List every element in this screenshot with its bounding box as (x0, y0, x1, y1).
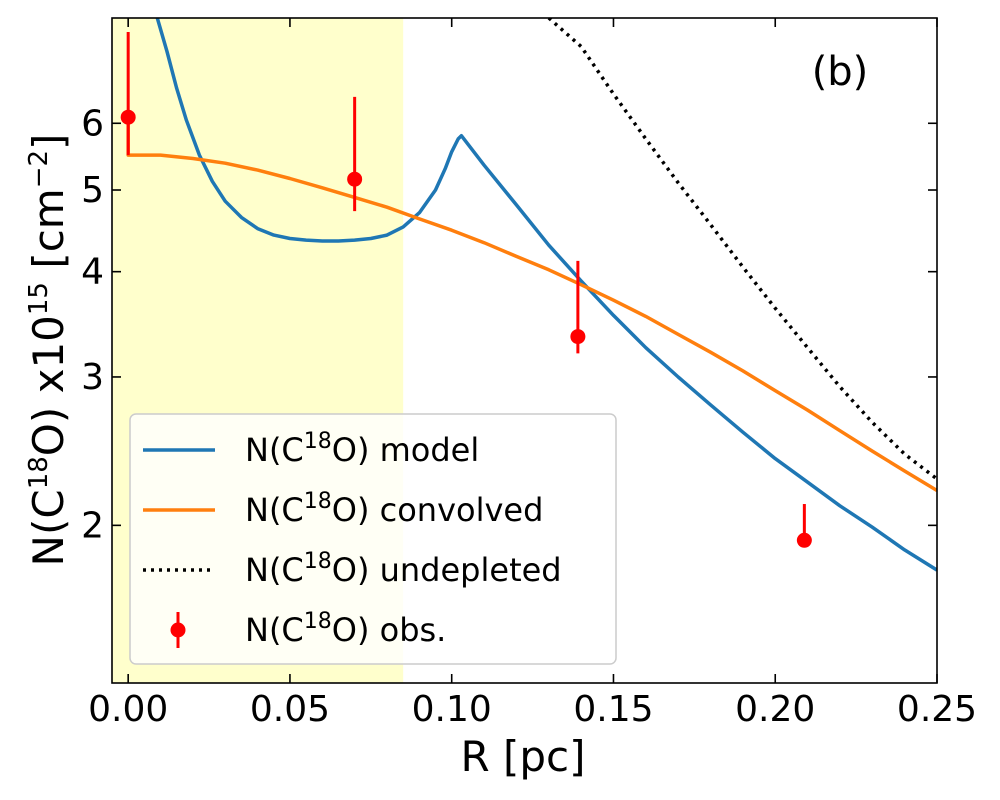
legend-label-convolved: N(C18O) convolved (245, 489, 543, 529)
obs-point-3 (796, 532, 812, 548)
y-tick-label: 4 (81, 252, 104, 293)
x-tick-label: 0.05 (250, 689, 330, 730)
y-tick-label: 3 (81, 357, 104, 398)
x-tick-label: 0.10 (412, 689, 492, 730)
series-line-convolved (126, 117, 937, 492)
legend-label-model: N(C18O) model (245, 429, 479, 469)
y-tick-label: 2 (81, 505, 104, 546)
series-line-undepleted (547, 18, 937, 481)
plot-axes: 0.00 0.05 0.10 0.15 0.20 0.25 2 3 4 5 6 (81, 17, 977, 730)
plot-series (126, 18, 937, 572)
x-tick-label: 0.20 (735, 689, 815, 730)
x-tick-label: 0.00 (88, 689, 168, 730)
y-tick-label: 6 (81, 103, 104, 144)
legend: N(C18O) model N(C18O) convolved N(C18O) un… (129, 413, 617, 665)
legend-box (129, 413, 617, 665)
obs-point-1 (347, 171, 363, 187)
obs-point-0 (120, 109, 136, 125)
series-line-model (155, 18, 937, 572)
plot-frame (111, 17, 938, 684)
legend-label-obs.: N(C18O) obs. (245, 609, 446, 649)
legend-obs-marker (170, 622, 186, 638)
x-tick-label: 0.15 (573, 689, 653, 730)
panel-label: (b) (812, 49, 869, 95)
legend-label-undepleted: N(C18O) undepleted (245, 549, 562, 589)
y-axis-title: N(C18O) x1015 [cm−2] (24, 134, 73, 567)
x-tick-label: 0.25 (897, 689, 977, 730)
x-axis-title: R [pc] (460, 732, 585, 781)
obs-point-2 (570, 329, 586, 345)
y-tick-label: 5 (81, 170, 104, 211)
plot-observations (120, 31, 812, 548)
